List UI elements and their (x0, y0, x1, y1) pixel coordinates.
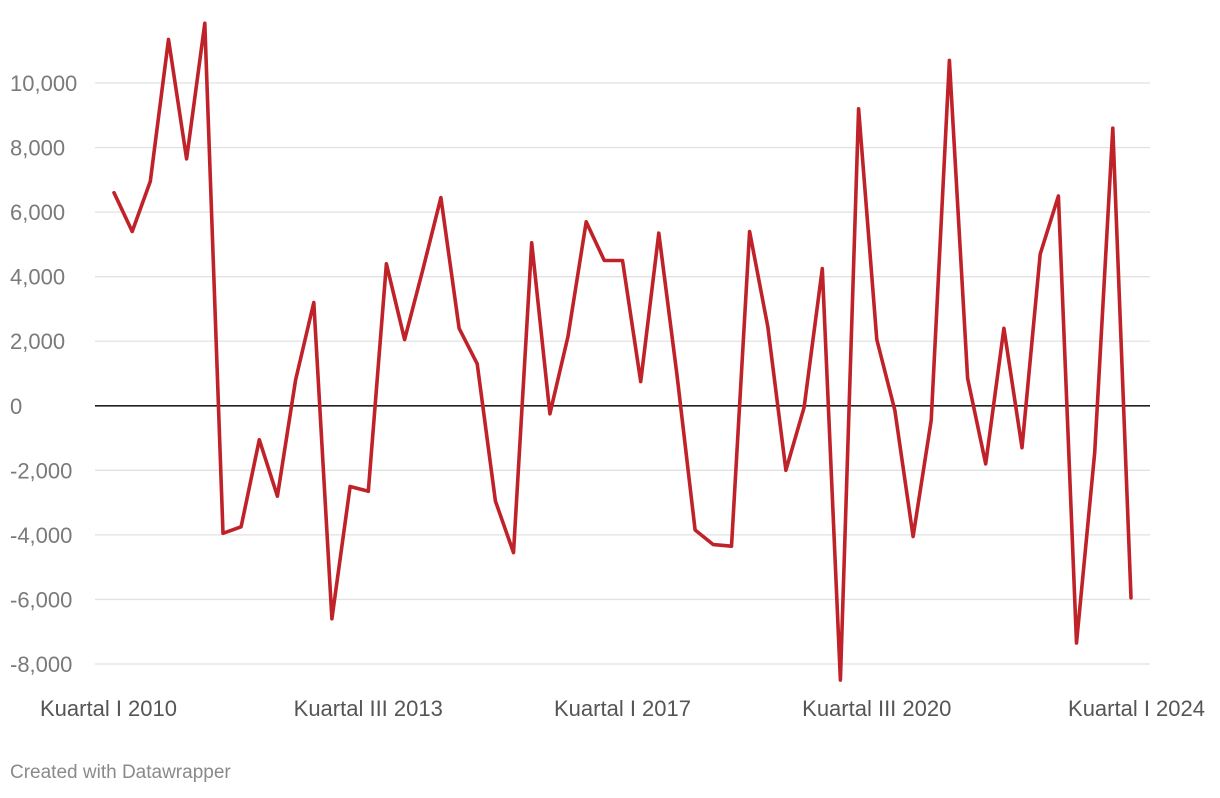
line-chart: 10,000 8,000 6,000 4,000 2,000 0 -2,000 -4,000 -… (10, 21, 1205, 721)
x-tick-label: Kuartal III 2020 (802, 696, 951, 721)
y-gridlines (95, 82, 1150, 665)
y-tick-label: -6,000 (10, 587, 72, 612)
y-tick-label: -8,000 (10, 652, 72, 677)
y-tick-label: 10,000 (10, 71, 77, 96)
y-tick-label: 4,000 (10, 265, 65, 290)
x-tick-label: Kuartal III 2013 (294, 696, 443, 721)
x-tick-label: Kuartal I 2010 (40, 696, 177, 721)
y-tick-label: -4,000 (10, 523, 72, 548)
y-tick-label: -2,000 (10, 458, 72, 483)
x-axis-tick-labels: Kuartal I 2010 Kuartal III 2013 Kuartal I … (40, 696, 1205, 721)
x-tick-label: Kuartal I 2024 (1068, 696, 1205, 721)
series-layer (112, 21, 1133, 682)
y-axis-tick-labels: 10,000 8,000 6,000 4,000 2,000 0 -2,000 -4,000 -… (10, 71, 77, 677)
y-tick-label: 2,000 (10, 329, 65, 354)
y-tick-label: 6,000 (10, 200, 65, 225)
y-tick-label: 8,000 (10, 136, 65, 161)
datawrapper-credit: Created with Datawrapper (10, 762, 231, 783)
y-tick-label: 0 (10, 394, 22, 419)
series-line (112, 21, 1133, 682)
x-tick-label: Kuartal I 2017 (554, 696, 691, 721)
